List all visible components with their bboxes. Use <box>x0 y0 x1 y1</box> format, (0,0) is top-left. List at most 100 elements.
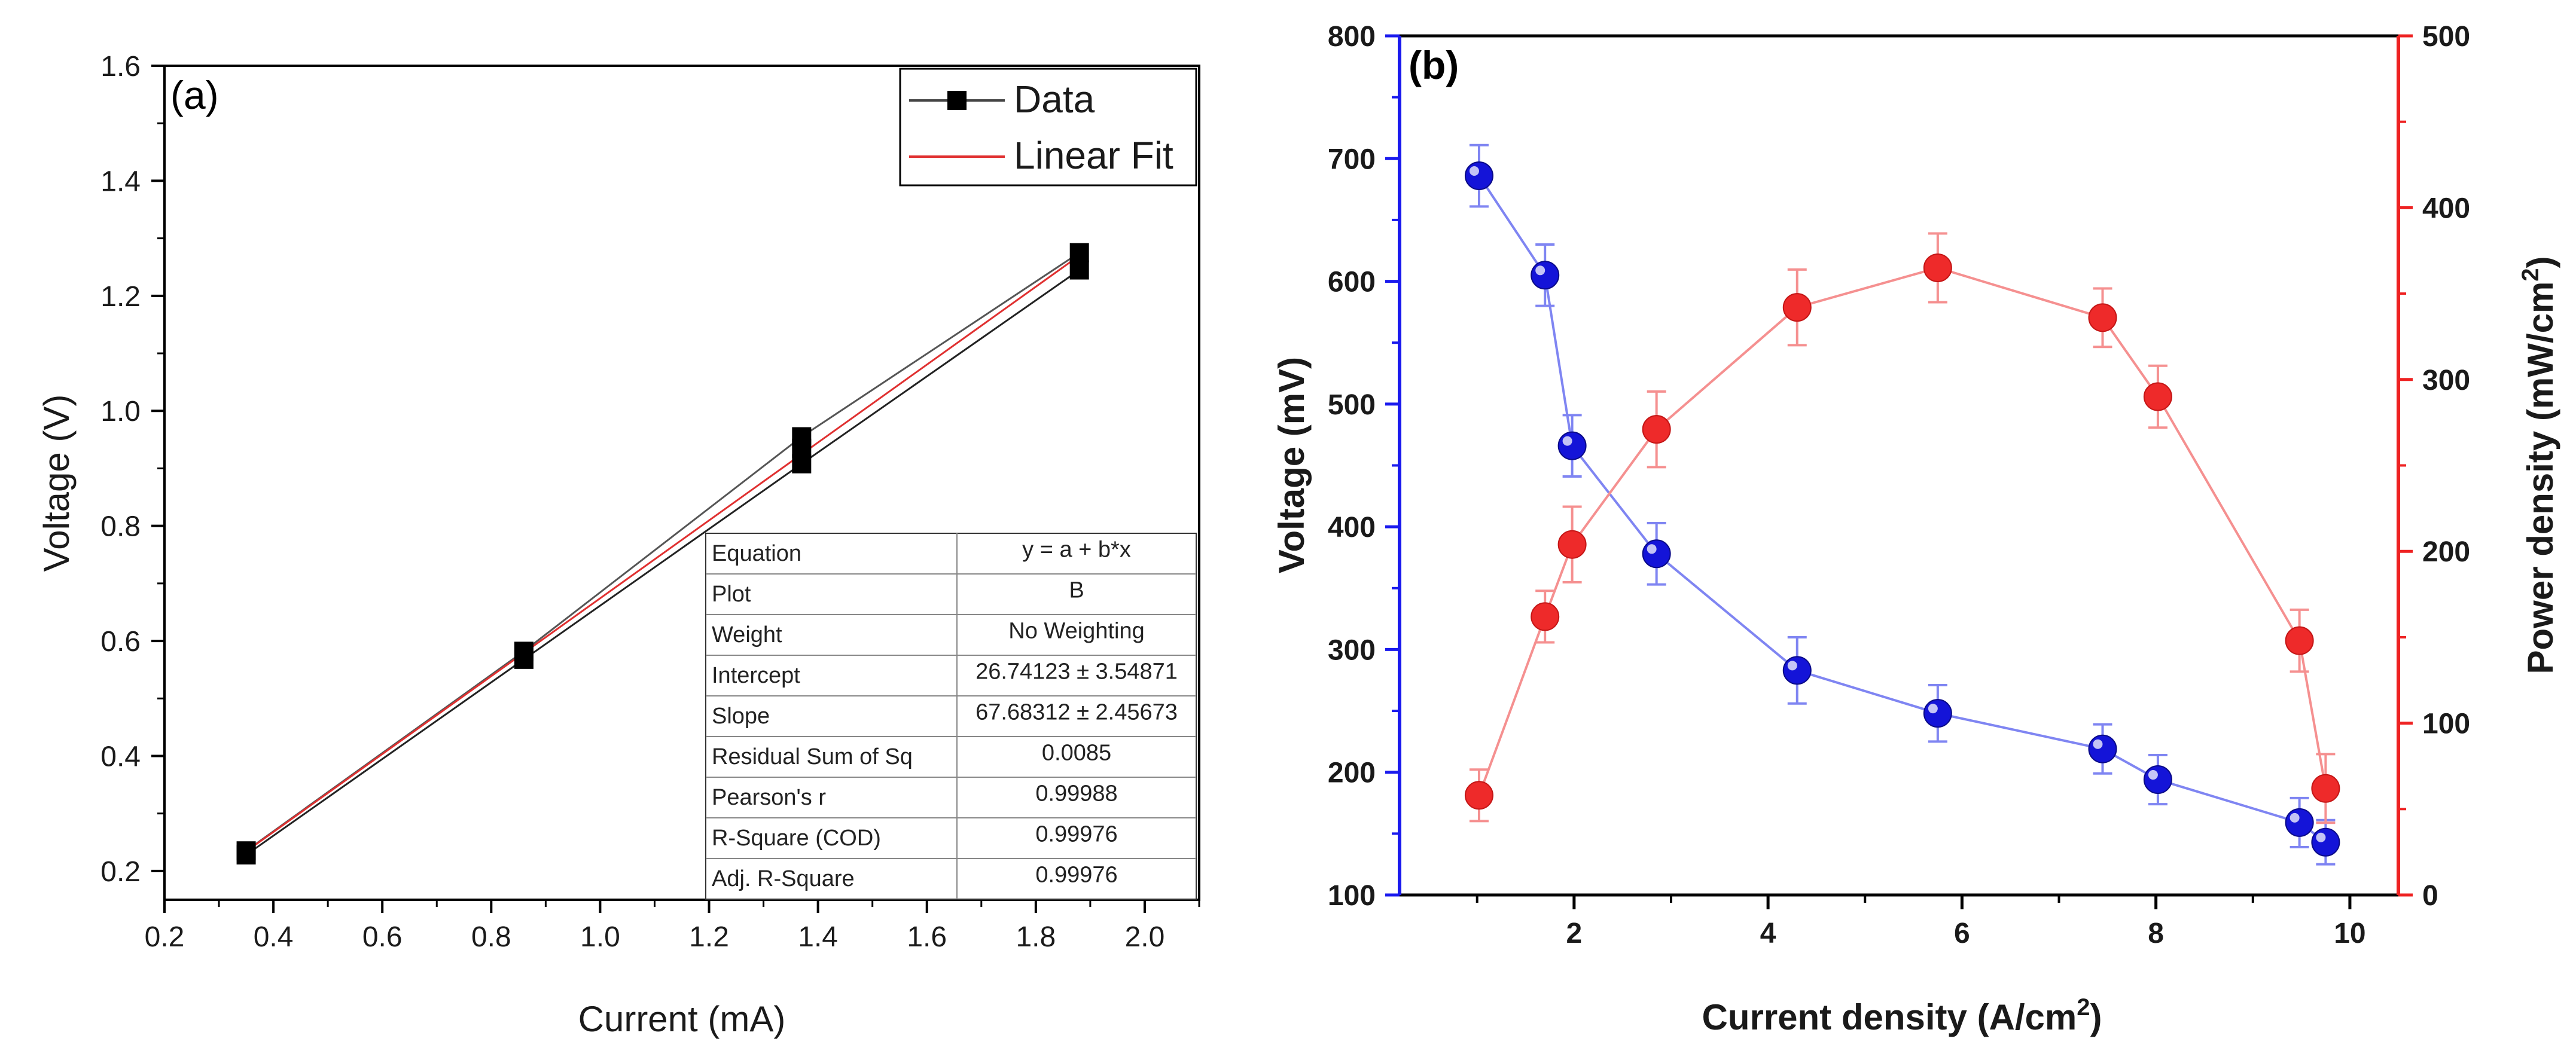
y-left-tick-label-b: 300 <box>1328 634 1376 666</box>
legend-key-data <box>909 91 1005 110</box>
x-tick-label-a: 1.4 <box>798 921 838 953</box>
voltage-point <box>1642 539 1671 569</box>
voltage-point <box>2143 765 2172 795</box>
fit-table-value: No Weighting <box>1008 618 1144 643</box>
voltage-point <box>2311 827 2340 857</box>
panel-label-a: (a) <box>170 73 219 117</box>
voltage-point <box>2088 734 2117 763</box>
voltage-point-highlight <box>2290 812 2300 823</box>
ticks-a: 0.2 0.4 0.6 0.8 1.0 1.2 1.4 1.6 1.8 2.0 0.2 0.4 0.6 0… <box>100 51 1200 953</box>
voltage-line <box>1478 175 2327 844</box>
fit-table-value: 0.99988 <box>1035 781 1117 806</box>
power-point <box>1782 293 1812 322</box>
y-left-tick-label-b: 700 <box>1328 143 1376 175</box>
voltage-point-highlight <box>2093 739 2103 749</box>
ticks-b: 2 4 6 8 10 100 200 300 400 500 600 700 800 0 100 200 300… <box>1328 21 2470 949</box>
legend-a: Data Linear Fit <box>899 68 1197 187</box>
data-point-a <box>236 841 256 861</box>
y-axis-label-right-b: Power density (mW/cm2) <box>2517 256 2560 674</box>
fit-table-key: Equation <box>712 541 801 566</box>
voltage-point <box>2285 808 2314 837</box>
data-line-a <box>245 269 1080 856</box>
fit-table-value: 0.99976 <box>1035 821 1117 847</box>
y-tick-label-a: 1.2 <box>100 281 141 313</box>
fit-table-key: R-Square (COD) <box>712 826 881 851</box>
x-tick-label-a: 2.0 <box>1125 921 1165 953</box>
fit-table: Equation y = a + b*x Plot B Weight No Weighti… <box>705 533 1197 900</box>
y-right-tick-label-b: 0 <box>2422 880 2438 912</box>
x-tick-label-a: 0.2 <box>145 921 185 953</box>
y-right-tick-label-b: 500 <box>2422 21 2470 53</box>
data-point-a <box>514 641 534 661</box>
x-tick-label-b: 8 <box>2148 918 2164 949</box>
y-left-tick-label-b: 800 <box>1328 21 1376 53</box>
panel-b: 2 4 6 8 10 100 200 300 400 500 600 700 800 0 100 200 300… <box>1272 21 2560 1037</box>
power-point <box>1557 530 1587 559</box>
power-point <box>1531 602 1560 631</box>
x-tick-label-b: 6 <box>1954 918 1970 949</box>
voltage-point <box>1557 431 1587 460</box>
series-b <box>1464 143 2340 866</box>
x-tick-label-a: 0.4 <box>254 921 294 953</box>
voltage-point-highlight <box>2316 832 2326 842</box>
data-point-a <box>792 427 812 447</box>
fit-table-value: 0.99976 <box>1035 862 1117 887</box>
voltage-point <box>1464 161 1493 191</box>
x-tick-label-a: 1.8 <box>1016 921 1056 953</box>
fit-table-value: 26.74123 ± 3.54871 <box>975 659 1178 684</box>
x-tick-label-b: 2 <box>1566 918 1582 949</box>
voltage-point-highlight <box>1562 436 1572 446</box>
fit-line-a <box>245 255 1080 853</box>
power-point <box>2143 382 2172 411</box>
voltage-point-highlight <box>1928 704 1938 714</box>
y-tick-label-a: 1.4 <box>100 166 141 197</box>
voltage-point <box>1531 261 1560 290</box>
fit-table-key: Plot <box>712 582 751 607</box>
power-point <box>1642 415 1671 444</box>
y-tick-label-a: 0.6 <box>100 626 141 658</box>
y-left-tick-label-b: 100 <box>1328 880 1376 912</box>
y-right-tick-label-b: 200 <box>2422 536 2470 568</box>
power-point <box>2311 774 2340 803</box>
fit-table-frame <box>705 533 1197 900</box>
y-right-tick-label-b: 400 <box>2422 193 2470 224</box>
y-tick-label-a: 0.2 <box>100 856 141 888</box>
power-point <box>2088 303 2117 332</box>
fit-table-key: Slope <box>712 704 770 729</box>
panel-a: 0.2 0.4 0.6 0.8 1.0 1.2 1.4 1.6 1.8 2.0 0.2 0.4 0.6 0… <box>36 51 1200 1039</box>
fit-table-key: Weight <box>712 622 782 647</box>
series-a <box>236 243 1089 864</box>
voltage-point-highlight <box>1469 166 1479 176</box>
legend-label-fit: Linear Fit <box>1014 134 1173 177</box>
x-tick-label-a: 0.6 <box>362 921 403 953</box>
y-left-tick-label-b: 400 <box>1328 512 1376 543</box>
x-tick-label-a: 1.2 <box>689 921 729 953</box>
fit-table-value: B <box>1069 578 1084 603</box>
voltage-point <box>1923 699 1952 728</box>
y-right-tick-label-b: 300 <box>2422 365 2470 396</box>
x-tick-label-a: 1.0 <box>580 921 620 953</box>
x-axis-label-a: Current (mA) <box>578 999 786 1039</box>
x-tick-label-a: 1.6 <box>907 921 947 953</box>
data-point-a <box>1069 243 1089 262</box>
panel-label-b: (b) <box>1409 43 1459 87</box>
data-point-a <box>1069 260 1089 280</box>
fit-table-key: Intercept <box>712 663 800 688</box>
y-left-tick-label-b: 500 <box>1328 389 1376 421</box>
legend-label-data: Data <box>1014 78 1095 121</box>
y-right-tick-label-b: 100 <box>2422 708 2470 740</box>
y-left-tick-label-b: 600 <box>1328 267 1376 298</box>
x-tick-label-b: 10 <box>2334 918 2365 949</box>
power-point <box>2285 626 2314 655</box>
voltage-point <box>1782 656 1812 685</box>
fit-table-value: 67.68312 ± 2.45673 <box>975 699 1178 725</box>
x-axis-label-b: Current density (A/cm2) <box>1702 994 2102 1037</box>
y-tick-label-a: 0.4 <box>100 741 141 772</box>
y-axis-label-left-b: Voltage (mV) <box>1272 357 1312 573</box>
power-point <box>1923 253 1952 282</box>
power-line <box>1478 266 2327 796</box>
y-tick-label-a: 1.6 <box>100 51 141 83</box>
legend-box <box>899 68 1197 187</box>
x-tick-label-b: 4 <box>1760 918 1776 949</box>
